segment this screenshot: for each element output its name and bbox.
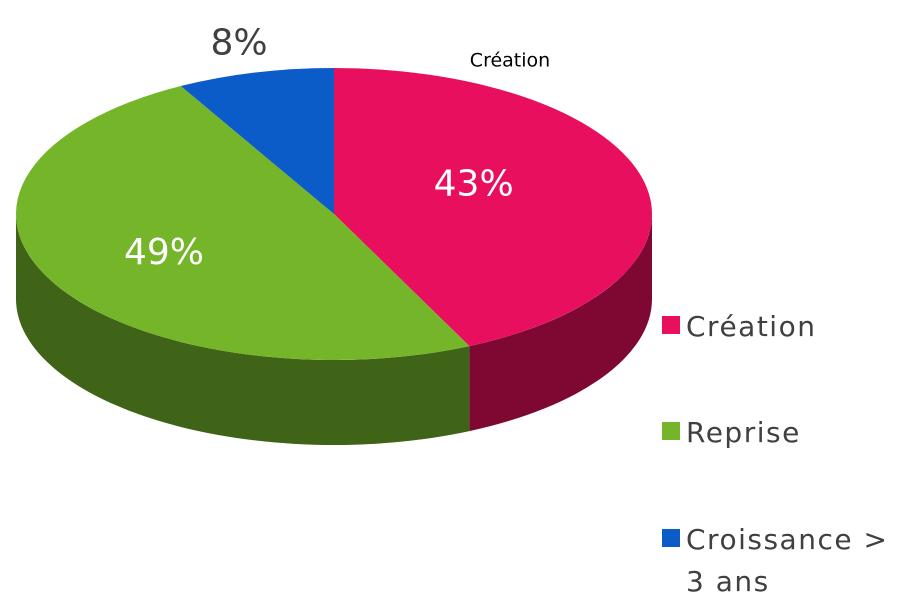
pie-side xyxy=(16,214,470,445)
pie-side xyxy=(469,214,652,432)
data-label: 8% xyxy=(211,22,268,63)
legend-swatch xyxy=(662,422,680,440)
legend-item: Création xyxy=(662,306,896,348)
pie-slice xyxy=(16,86,470,360)
legend-label: Création xyxy=(686,310,817,343)
data-label: 43% xyxy=(434,164,514,205)
legend-item: Reprise xyxy=(662,412,896,454)
legend-label: Reprise xyxy=(686,416,801,449)
pie-slice xyxy=(334,68,652,347)
legend-item: Croissance > 3 ans xyxy=(662,519,896,593)
legend-label: Croissance > 3 ans xyxy=(686,523,889,593)
legend-swatch xyxy=(662,316,680,334)
annotation: Création xyxy=(470,50,550,72)
legend-swatch xyxy=(662,529,680,547)
pie-slice xyxy=(180,68,334,214)
data-label: 49% xyxy=(124,232,204,273)
